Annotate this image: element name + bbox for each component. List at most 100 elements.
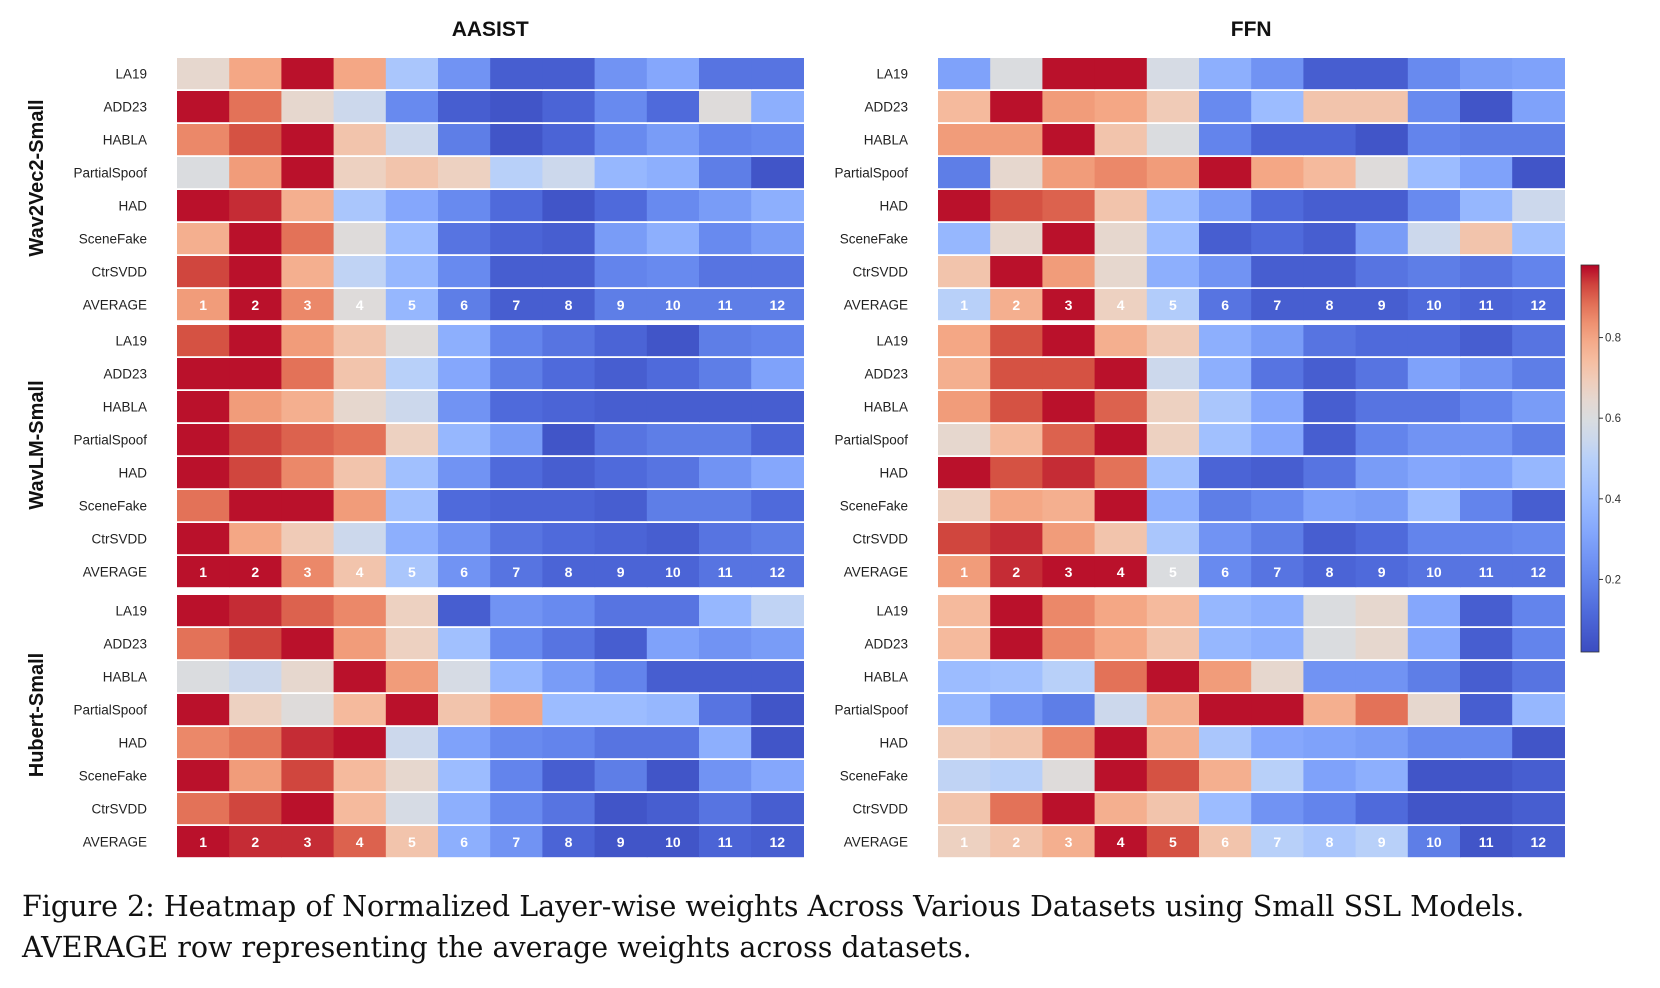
heatmap-cell <box>1355 628 1409 660</box>
heatmap-cell <box>542 661 596 693</box>
layer-tick-label: 4 <box>1117 297 1125 313</box>
heatmap-cell <box>333 661 387 693</box>
heatmap-cell <box>1303 424 1357 456</box>
heatmap-cell <box>646 556 700 588</box>
heatmap-cell <box>1094 457 1148 489</box>
heatmap-cell <box>229 595 282 627</box>
heatmap-cell <box>990 289 1043 321</box>
heatmap-cell <box>1199 58 1252 90</box>
heatmap-cell <box>1355 760 1409 792</box>
heatmap-cell <box>751 58 804 90</box>
heatmap-cell <box>646 223 700 255</box>
heatmap-cell <box>333 223 387 255</box>
heatmap-cell <box>751 358 804 390</box>
heatmap-cell <box>385 760 439 792</box>
heatmap-cell <box>1199 256 1252 288</box>
heatmap-cell <box>177 661 230 693</box>
layer-tick-label: 11 <box>718 297 733 313</box>
heatmap-cell <box>1094 325 1148 357</box>
heatmap-cell <box>594 157 648 189</box>
heatmap-cell <box>1407 58 1461 90</box>
heatmap-cell <box>594 595 648 627</box>
heatmap-cell <box>1146 595 1200 627</box>
heatmap-cell <box>751 760 804 792</box>
heatmap-cell <box>1355 727 1409 759</box>
heatmap-cell <box>1042 490 1096 522</box>
heatmap-cell <box>542 826 596 858</box>
heatmap-cell <box>438 595 491 627</box>
heatmap-cell <box>438 628 491 660</box>
heatmap-cell <box>1355 256 1409 288</box>
heatmap-cell <box>938 628 991 660</box>
heatmap-cell <box>438 391 491 423</box>
heatmap-cell <box>751 289 804 321</box>
heatmap-cell <box>1094 760 1148 792</box>
heatmap-cell <box>1407 457 1461 489</box>
heatmap-cell <box>1251 91 1304 123</box>
layer-tick-label: 9 <box>617 297 625 313</box>
heatmap-cell <box>1146 325 1200 357</box>
heatmap-cell <box>229 826 282 858</box>
heatmap-cell <box>1146 661 1200 693</box>
heatmap-cell <box>1146 289 1200 321</box>
heatmap-cell <box>1303 391 1357 423</box>
heatmap-row-label: PartialSpoof <box>834 703 908 718</box>
heatmap-row-label: CtrSVDD <box>852 532 908 547</box>
column-title-1: FFN <box>1231 18 1272 41</box>
heatmap-cell <box>1355 556 1409 588</box>
heatmap-cell <box>938 457 991 489</box>
heatmap-cell <box>333 523 387 555</box>
heatmap-row-label: SceneFake <box>840 232 908 247</box>
colorbar <box>1580 264 1600 653</box>
heatmap-cell <box>177 424 230 456</box>
heatmap-cell <box>1460 490 1513 522</box>
heatmap-cell <box>281 289 335 321</box>
heatmap-cell <box>1407 826 1461 858</box>
heatmap-cell <box>229 256 282 288</box>
heatmap-cell <box>1042 256 1096 288</box>
heatmap-cell <box>1355 289 1409 321</box>
heatmap-cell <box>594 661 648 693</box>
heatmap-cell <box>1251 157 1304 189</box>
heatmap-cell <box>281 325 335 357</box>
heatmap-cell <box>1094 391 1148 423</box>
heatmap-cell <box>938 325 991 357</box>
heatmap-cell <box>751 391 804 423</box>
heatmap-cell <box>438 325 491 357</box>
heatmap-cell <box>229 628 282 660</box>
heatmap-cell <box>1199 556 1252 588</box>
heatmap-cell <box>281 391 335 423</box>
heatmap-row-label: PartialSpoof <box>73 433 147 448</box>
heatmap-row-label: LA19 <box>876 604 908 619</box>
heatmap-cell <box>1512 595 1565 627</box>
heatmap-cell <box>438 424 491 456</box>
heatmap-cell <box>1460 628 1513 660</box>
heatmap-cell <box>751 490 804 522</box>
heatmap-cell <box>594 793 648 825</box>
heatmap-cell <box>1512 157 1565 189</box>
heatmap-cell <box>990 490 1043 522</box>
heatmap-cell <box>938 727 991 759</box>
heatmap-row-label: HABLA <box>103 133 147 148</box>
heatmap-cell <box>646 91 700 123</box>
heatmap-cell <box>699 694 752 726</box>
heatmap-cell <box>699 661 752 693</box>
layer-tick-label: 7 <box>512 564 520 580</box>
heatmap-cell <box>990 727 1043 759</box>
heatmap-cell <box>542 457 596 489</box>
heatmap-cell <box>229 760 282 792</box>
heatmap-cell <box>1042 760 1096 792</box>
heatmap-cell <box>1460 124 1513 156</box>
heatmap-cell <box>751 826 804 858</box>
heatmap-cell <box>594 760 648 792</box>
heatmap-cell <box>1251 391 1304 423</box>
layer-tick-label: 9 <box>1378 564 1386 580</box>
heatmap-cell <box>438 223 491 255</box>
heatmap-cell <box>1251 661 1304 693</box>
heatmap-cell <box>699 325 752 357</box>
heatmap-cell <box>1094 256 1148 288</box>
heatmap-cell <box>1251 289 1304 321</box>
heatmap-cell <box>333 58 387 90</box>
heatmap-cell <box>990 760 1043 792</box>
heatmap-cell <box>990 556 1043 588</box>
